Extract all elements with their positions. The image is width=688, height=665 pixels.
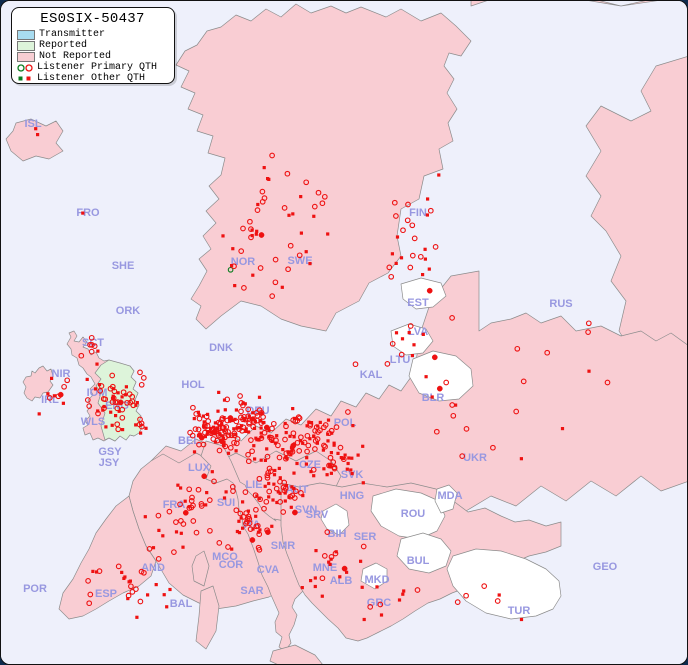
svg-text:CVA: CVA bbox=[257, 564, 279, 576]
svg-text:ISL: ISL bbox=[24, 118, 41, 130]
svg-text:BUL: BUL bbox=[407, 555, 430, 567]
svg-text:CZE: CZE bbox=[299, 459, 321, 471]
svg-text:ESP: ESP bbox=[95, 588, 117, 600]
svg-text:GEO: GEO bbox=[593, 561, 618, 573]
svg-text:SMR: SMR bbox=[271, 540, 296, 552]
svg-text:KAL: KAL bbox=[360, 369, 383, 381]
svg-text:TUR: TUR bbox=[508, 605, 531, 617]
svg-text:RUS: RUS bbox=[549, 298, 572, 310]
svg-text:DNK: DNK bbox=[209, 342, 233, 354]
svg-text:EST: EST bbox=[407, 297, 429, 309]
svg-text:ORK: ORK bbox=[116, 305, 141, 317]
svg-text:BIH: BIH bbox=[328, 528, 347, 540]
svg-text:NOR: NOR bbox=[231, 256, 256, 268]
svg-text:FIN: FIN bbox=[409, 207, 427, 219]
svg-text:SHE: SHE bbox=[112, 260, 135, 272]
svg-text:LUX: LUX bbox=[188, 462, 211, 474]
svg-text:FRO: FRO bbox=[76, 207, 100, 219]
svg-text:MKD: MKD bbox=[364, 574, 389, 586]
svg-text:MNE: MNE bbox=[313, 562, 337, 574]
svg-text:COR: COR bbox=[219, 559, 244, 571]
svg-text:SER: SER bbox=[354, 531, 377, 543]
svg-text:HNG: HNG bbox=[340, 490, 364, 502]
svg-text:JSY: JSY bbox=[99, 457, 120, 469]
svg-text:POR: POR bbox=[23, 583, 47, 595]
svg-text:ROU: ROU bbox=[401, 508, 426, 520]
svg-text:SRV: SRV bbox=[306, 509, 329, 521]
svg-text:AND: AND bbox=[141, 562, 165, 574]
svg-text:BAL: BAL bbox=[170, 598, 193, 610]
svg-text:WLS: WLS bbox=[81, 416, 105, 428]
svg-text:UKR: UKR bbox=[463, 452, 487, 464]
svg-text:SAR: SAR bbox=[240, 585, 263, 597]
svg-text:HOL: HOL bbox=[181, 379, 205, 391]
svg-text:MDA: MDA bbox=[437, 490, 462, 502]
